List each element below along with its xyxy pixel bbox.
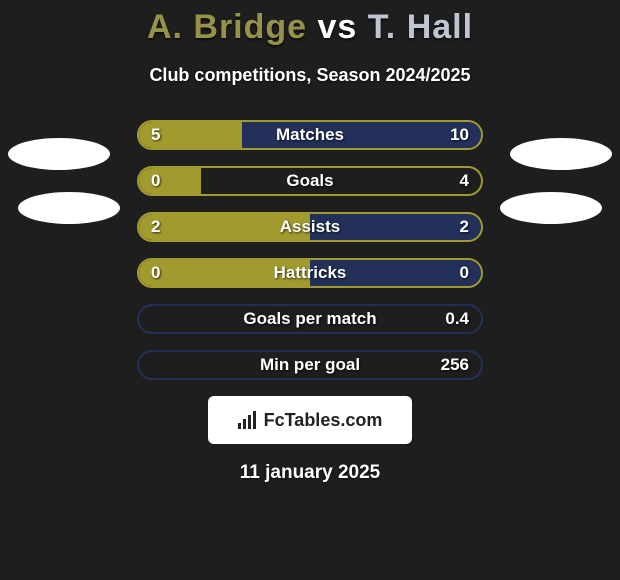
player1-name: A. Bridge: [147, 8, 307, 46]
stat-value-right: 256: [441, 352, 469, 378]
stat-value-right: 4: [460, 168, 469, 194]
stat-bar: 5Matches10: [137, 120, 483, 150]
stat-label: Hattricks: [139, 260, 481, 286]
stat-value-right: 0.4: [445, 306, 469, 332]
brand-text: FcTables.com: [264, 410, 383, 431]
player2-badge-top: [510, 138, 612, 170]
stat-label: Matches: [139, 122, 481, 148]
stat-label: Goals: [139, 168, 481, 194]
stat-value-right: 10: [450, 122, 469, 148]
vs-text: vs: [318, 8, 358, 46]
stat-bar: 0Hattricks0: [137, 258, 483, 288]
date-text: 11 january 2025: [0, 462, 620, 484]
brand-chart-icon: [238, 411, 258, 429]
player1-badge-bottom: [18, 192, 120, 224]
player2-badge-bottom: [500, 192, 602, 224]
stat-bar: 2Assists2: [137, 212, 483, 242]
stat-bar: 0Goals4: [137, 166, 483, 196]
brand-badge: FcTables.com: [208, 396, 412, 444]
comparison-content: 5Matches100Goals42Assists20Hattricks0Goa…: [0, 120, 620, 484]
stat-label: Min per goal: [139, 352, 481, 378]
stat-value-right: 2: [460, 214, 469, 240]
player2-name: T. Hall: [368, 8, 473, 46]
comparison-title: A. Bridge vs T. Hall: [0, 0, 620, 47]
stat-bar: Goals per match0.4: [137, 304, 483, 334]
subtitle: Club competitions, Season 2024/2025: [0, 65, 620, 86]
stat-bars: 5Matches100Goals42Assists20Hattricks0Goa…: [137, 120, 483, 380]
stat-bar: Min per goal256: [137, 350, 483, 380]
player1-badge-top: [8, 138, 110, 170]
stat-label: Goals per match: [139, 306, 481, 332]
stat-value-right: 0: [460, 260, 469, 286]
stat-label: Assists: [139, 214, 481, 240]
